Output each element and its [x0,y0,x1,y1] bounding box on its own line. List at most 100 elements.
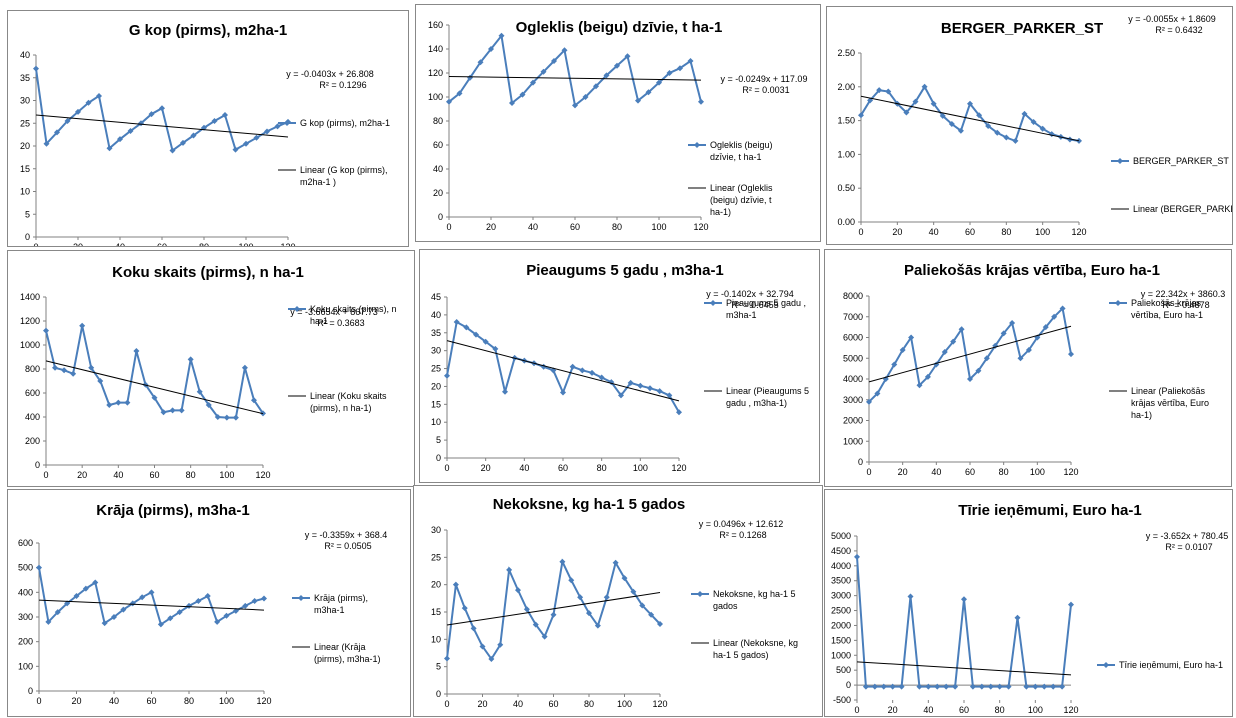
x-tick-label: 120 [652,699,667,709]
y-tick-label: 600 [25,388,40,398]
y-tick-label: 3000 [843,395,863,405]
x-tick-label: 100 [219,696,234,706]
legend-series-label: ha-1 [310,316,328,326]
series-point [540,68,547,75]
y-tick-label: 500 [836,665,851,675]
chart-panel-koku-skaits: Koku skaits (pirms), n ha-1 0 200 400 600 800… [7,250,415,487]
trend-r2: R² = 0.1296 [319,80,366,90]
series-point [994,129,1001,136]
y-tick-label: 1000 [831,650,851,660]
series-point [97,378,104,384]
y-tick-label: 200 [18,637,33,647]
series-point [950,338,957,345]
series-point [492,345,499,352]
series-line [856,556,1072,688]
series-point [551,58,557,64]
trend-equation: y = -0.0055x + 1.8609 [1128,14,1216,24]
series-point [559,558,566,565]
legend-trend-label: Linear (Koku skaits [310,391,387,401]
series-point [1025,346,1032,353]
y-tick-label: 1000 [843,436,863,446]
legend-trend-label: Linear (Krāja [314,642,366,652]
series-point [880,683,887,690]
y-tick-label: 20 [433,188,443,198]
y-tick-label: 45 [431,292,441,302]
x-tick-label: 20 [892,227,902,237]
y-tick-label: 40 [431,310,441,320]
x-tick-label: 80 [199,242,209,246]
series-point [167,615,174,622]
series-point [569,363,576,370]
trend-equation: y = 22.342x + 3860.3 [1141,289,1226,299]
y-tick-label: 100 [428,92,443,102]
y-tick-label: 0 [35,460,40,470]
series-point [70,370,77,377]
series-point [637,382,644,389]
y-tick-label: 4000 [831,561,851,571]
series-point [92,579,99,586]
chart-panel-pieaugums: Pieaugums 5 gadu , m3ha-1 0 5 10 15 20 25 30 35 4… [419,249,820,483]
series-point [151,394,158,401]
series-point [903,109,910,116]
series-point [1014,614,1021,621]
series-point [594,622,601,629]
y-tick-label: 30 [431,346,441,356]
series-point [630,588,637,595]
series-point [75,108,81,115]
series-point [482,338,489,345]
chart-panel-kraja: Krāja (pirms), m3ha-1 0 100 200 300 400 500 600… [7,489,411,717]
chart-title: Ogleklis (beigu) dzīvie, t ha-1 [516,19,723,36]
x-tick-label: 60 [570,222,580,232]
series-point [117,136,123,143]
x-tick-label: 40 [115,242,125,246]
x-tick-label: 120 [671,463,686,473]
legend-trend-label: (pirms), n ha-1) [310,403,372,413]
x-tick-label: 0 [36,696,41,706]
y-tick-label: 25 [20,118,30,128]
series-point [261,595,267,602]
series-point [54,129,60,136]
x-tick-label: 0 [854,705,859,715]
series-point [1032,683,1039,690]
y-tick-label: 2000 [831,620,851,630]
chart-title: Krāja (pirms), m3ha-1 [96,502,249,519]
trend-equation: y = -0.3359x + 368.4 [305,530,388,540]
series-point [73,593,80,600]
series-point [241,364,248,371]
trend-r2: R² = 0.6455 [731,300,778,310]
y-tick-label: 0.00 [837,217,855,227]
series-point [52,364,59,371]
chart-title: Tīrie ieņēmumi, Euro ha-1 [958,502,1141,519]
series-point [666,70,673,76]
series-point [515,587,521,594]
y-tick-label: 0 [25,232,30,242]
y-tick-label: -500 [833,695,851,705]
trend-line [446,340,680,402]
legend-series-label: BERGER_PARKER_ST [1133,156,1229,166]
chart-svg: Nekoksne, kg ha-1 5 gados 0 5 10 15 20 25 30 0 20… [431,496,798,709]
x-tick-label: 60 [959,705,969,715]
x-tick-label: 20 [477,699,487,709]
series-point [1005,683,1012,690]
x-tick-label: 40 [923,705,933,715]
series-point [129,600,136,607]
series-point [169,407,176,414]
chart-panel-tirie-ienemumi: Tīrie ieņēmumi, Euro ha-1 -500 0 500 1000 150… [824,489,1233,717]
y-tick-label: 15 [431,607,441,617]
x-tick-label: 60 [548,699,558,709]
series-point [1023,683,1030,690]
y-tick-label: 5 [436,435,441,445]
x-tick-label: 0 [444,699,449,709]
chart-title: Koku skaits (pirms), n ha-1 [112,264,304,281]
series-point [190,132,197,139]
series-point [985,123,992,130]
series-point [253,134,260,141]
series-point [502,388,508,395]
y-tick-label: 0 [436,453,441,463]
y-tick-label: 5 [436,662,441,672]
series-point [85,99,92,106]
series-point [656,79,662,86]
legend-trend-label: Linear (Pieaugums 5 [726,386,809,396]
series-point [33,65,39,72]
trend-r2: R² = 0.0031 [742,85,789,95]
